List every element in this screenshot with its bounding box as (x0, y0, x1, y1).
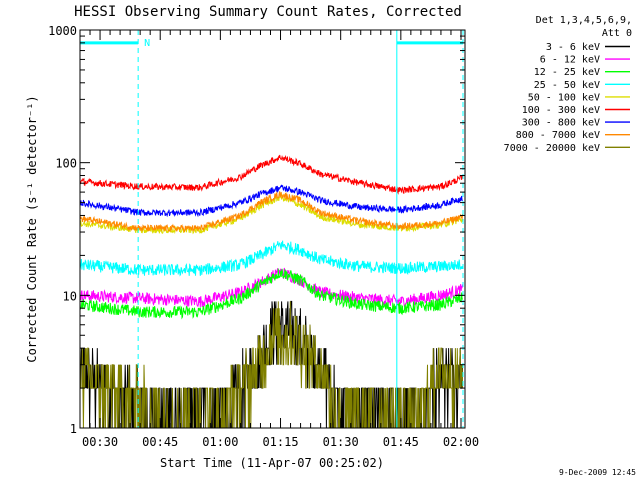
y-tick-label-2: 10 (63, 289, 77, 303)
legend-entry-1: 3 - 6 keV (546, 42, 600, 53)
x-tick-label-1: 00:30 (82, 435, 118, 449)
legend-entry-4: 25 - 50 keV (534, 80, 600, 91)
plot-timestamp: 9-Dec-2009 12:45 (559, 468, 636, 477)
legend-entry-7: 300 - 800 keV (522, 118, 600, 129)
legend-header-line-1: Det 1,3,4,5,6,9, (536, 15, 632, 26)
y-tick-label-1: 1 (70, 422, 77, 436)
legend-header-line-2: Att 0 (602, 28, 632, 39)
y-tick-label-3: 100 (55, 157, 77, 171)
y-axis-label: Corrected Count Rate (s⁻¹ detector⁻¹) (25, 95, 39, 362)
chart-title: HESSI Observing Summary Count Rates, Cor… (74, 4, 462, 20)
series-line-4 (79, 240, 464, 277)
annotation-n-label: N (144, 38, 150, 49)
x-tick-label-4: 01:15 (262, 435, 298, 449)
series-line-8 (79, 191, 464, 233)
legend-entry-3: 12 - 25 keV (534, 67, 600, 78)
y-tick-label-4: 1000 (48, 24, 77, 38)
series-line-3 (79, 268, 464, 320)
legend-entry-6: 100 - 300 keV (522, 105, 600, 116)
series-line-7 (79, 184, 463, 218)
series-line-6 (79, 154, 464, 195)
x-tick-label-5: 01:30 (323, 435, 359, 449)
x-tick-label-2: 00:45 (142, 435, 178, 449)
legend-entry-5: 50 - 100 keV (528, 92, 600, 103)
x-tick-label-7: 02:00 (443, 435, 479, 449)
legend-entry-9: 7000 - 20000 keV (504, 143, 600, 154)
legend-entry-8: 800 - 7000 keV (516, 130, 600, 141)
series-line-2 (79, 267, 464, 308)
series-line-9 (79, 301, 464, 429)
x-tick-label-3: 01:00 (202, 435, 238, 449)
x-tick-label-6: 01:45 (383, 435, 419, 449)
plot-frame (79, 29, 466, 429)
x-axis-label: Start Time (11-Apr-07 00:25:02) (160, 456, 384, 470)
legend-entry-2: 6 - 12 keV (540, 55, 600, 66)
